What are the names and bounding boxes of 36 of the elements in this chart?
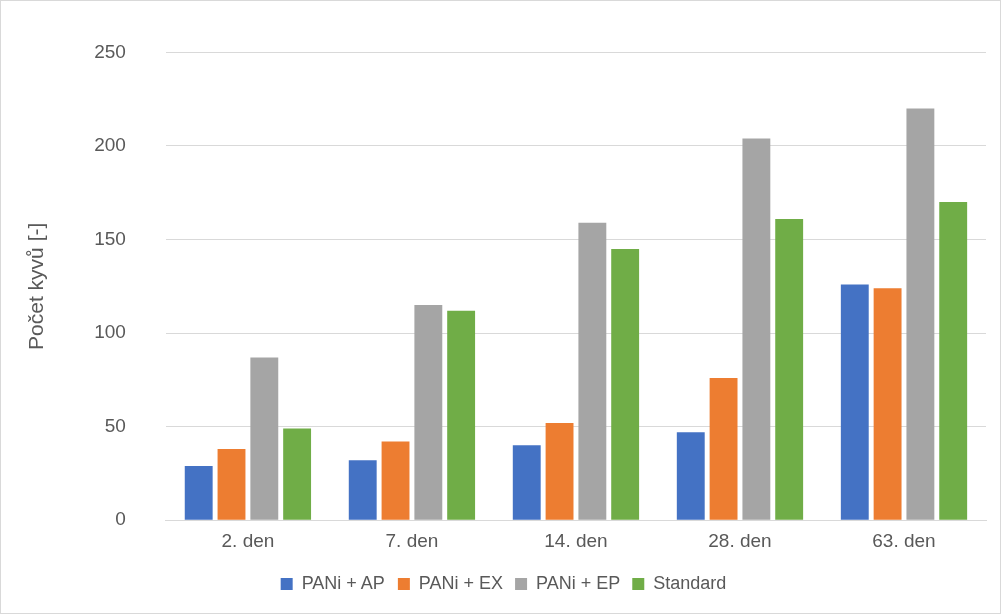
y-tick-label: 150 <box>94 227 126 249</box>
y-tick-label: 200 <box>94 134 126 156</box>
bar <box>939 202 968 520</box>
bar <box>709 377 738 520</box>
legend-label: PANi + AP <box>301 572 385 593</box>
legend-label: PANi + EP <box>536 572 621 593</box>
bar <box>447 310 476 520</box>
y-tick-label: 250 <box>94 40 126 62</box>
y-tick-label: 100 <box>94 321 126 343</box>
x-tick-label: 7. den <box>385 529 439 551</box>
y-axis-title: Počet kyvů [-] <box>24 222 48 350</box>
bar <box>381 441 410 520</box>
bar <box>906 108 935 520</box>
x-tick-label: 28. den <box>708 529 772 551</box>
bar <box>578 222 607 520</box>
y-tick-label: 0 <box>115 508 126 530</box>
bar <box>742 138 771 520</box>
bar <box>676 432 705 520</box>
bar <box>348 460 377 520</box>
bar <box>283 428 312 520</box>
bar <box>545 422 574 520</box>
x-tick-label: 14. den <box>544 529 608 551</box>
legend-label: Standard <box>653 572 727 593</box>
bar <box>512 445 541 520</box>
bar <box>184 465 213 520</box>
legend-label: PANi + EX <box>418 572 504 593</box>
bar <box>873 288 902 520</box>
y-tick-label: 50 <box>104 414 126 436</box>
x-tick-label: 63. den <box>872 529 936 551</box>
bar <box>775 218 804 520</box>
bar <box>217 449 246 520</box>
bar <box>611 248 640 520</box>
x-tick-label: 2. den <box>221 529 275 551</box>
bar <box>840 284 869 520</box>
bar <box>250 357 279 520</box>
bar <box>414 305 443 520</box>
